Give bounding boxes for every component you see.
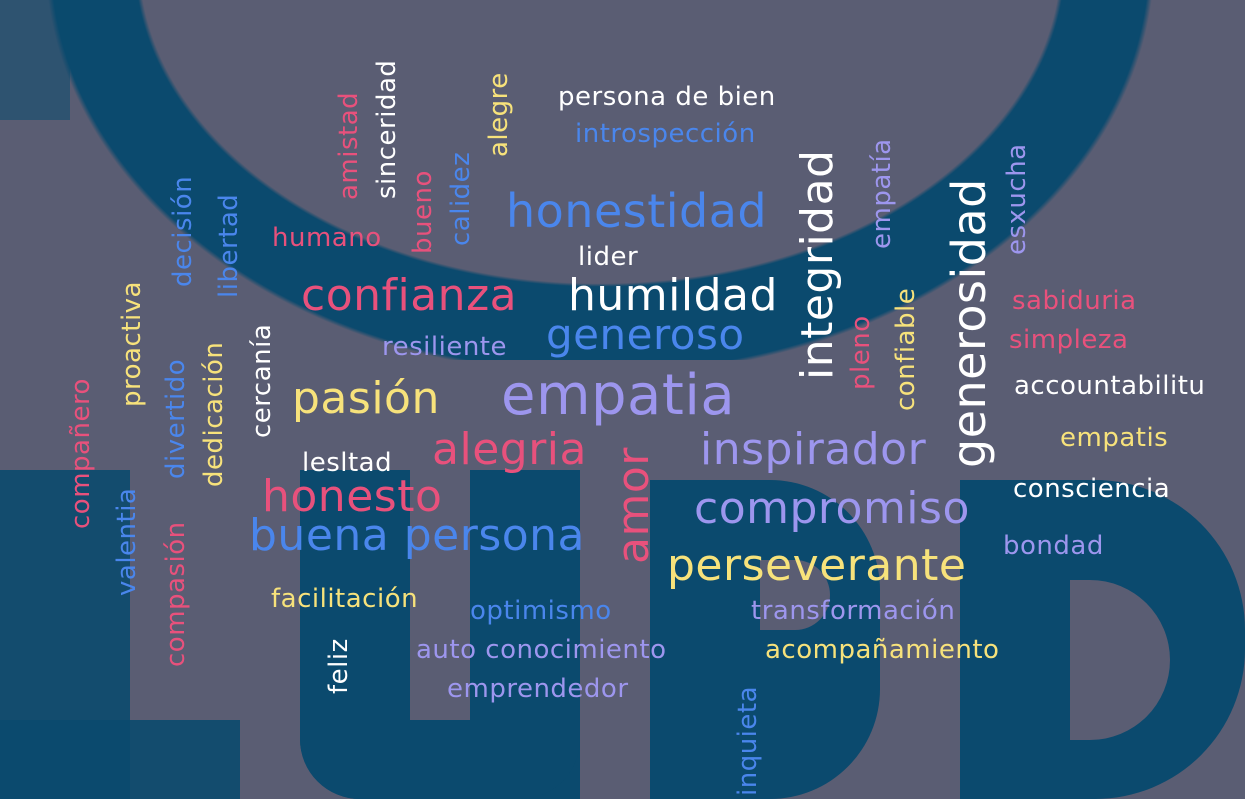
- word-cercania: cercanía: [247, 323, 277, 438]
- word-pleno: pleno: [846, 315, 876, 390]
- word-pasion: pasión: [292, 373, 440, 424]
- word-divertido: divertido: [161, 358, 191, 479]
- word-empatis: empatis: [1060, 423, 1169, 453]
- word-lider: lider: [578, 242, 639, 272]
- word-confianza: confianza: [301, 270, 518, 321]
- word-honestidad: honestidad: [506, 184, 768, 238]
- word-resiliente: resiliente: [382, 332, 507, 362]
- word-emprendedor: emprendedor: [447, 674, 629, 704]
- word-feliz: feliz: [324, 638, 354, 694]
- word-acompanamiento: acompañamiento: [765, 635, 1000, 665]
- word-calidez: calidez: [446, 151, 476, 246]
- logo-letter-l: [0, 0, 70, 120]
- word-accountabilitu: accountabilitu: [1014, 371, 1206, 401]
- word-integridad: integridad: [792, 149, 843, 381]
- word-buena-persona: buena persona: [249, 510, 586, 561]
- word-facilitacion: facilitación: [271, 584, 419, 614]
- word-alegria: alegria: [432, 424, 587, 475]
- word-bueno: bueno: [408, 170, 438, 254]
- word-sinceridad: sinceridad: [372, 59, 402, 199]
- word-inspirador: inspirador: [700, 424, 927, 475]
- word-companero: compañero: [66, 378, 96, 529]
- logo-arc-inner: [0, 0, 1245, 360]
- word-auto-conocimiento: auto conocimiento: [416, 635, 667, 665]
- word-humano: humano: [272, 223, 382, 253]
- word-proactiva: proactiva: [117, 281, 147, 407]
- word-honesto: honesto: [262, 471, 443, 522]
- word-amor: amor: [608, 447, 659, 564]
- word-optimismo: optimismo: [470, 596, 612, 626]
- word-compromiso: compromiso: [694, 483, 970, 534]
- logo-letter-u-base: [300, 720, 580, 799]
- logo-letter-b: [650, 480, 880, 799]
- word-sabiduria: sabiduria: [1012, 286, 1137, 316]
- word-confiable: confiable: [891, 287, 921, 411]
- word-esxucha: esxucha: [1002, 143, 1032, 255]
- word-compasion: compasión: [161, 521, 191, 667]
- word-lesltad: lesltad: [302, 448, 393, 478]
- word-alegre: alegre: [484, 72, 514, 157]
- word-valentia: valentia: [112, 487, 142, 596]
- word-simpleza: simpleza: [1009, 325, 1129, 355]
- word-empatia-accent: empatía: [867, 138, 897, 249]
- word-humildad: humildad: [568, 270, 778, 321]
- word-bondad: bondad: [1003, 531, 1104, 561]
- word-dedicacion: dedicación: [199, 341, 229, 487]
- word-amistad: amistad: [334, 91, 364, 200]
- word-libertad: libertad: [214, 193, 244, 298]
- word-introspeccion: introspección: [575, 119, 756, 149]
- word-generoso: generoso: [546, 310, 745, 359]
- word-perseverante: perseverante: [667, 540, 967, 591]
- word-persona-de-bien: persona de bien: [558, 82, 776, 112]
- word-empatia: empatia: [501, 363, 736, 428]
- word-inquieta: inquieta: [733, 685, 763, 796]
- logo-letter-l-foot: [0, 720, 240, 799]
- word-generosidad: generosidad: [942, 178, 996, 468]
- word-decision: decisión: [168, 175, 198, 287]
- logo-letter-b-hole: [760, 560, 830, 630]
- word-transformacion: transformación: [751, 596, 956, 626]
- word-consciencia: consciencia: [1013, 474, 1171, 504]
